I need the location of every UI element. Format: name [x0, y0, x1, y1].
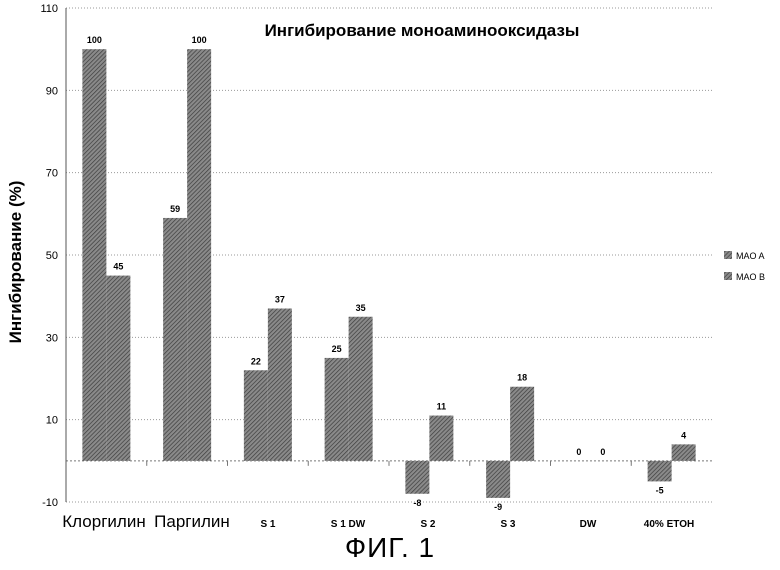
data-label: -5: [656, 485, 664, 495]
chart: -10 10 30 50 70 90 110 100 45 59 100 22 37 25 35 -8 11 -…: [0, 0, 780, 570]
gridlines: [66, 8, 712, 502]
data-label: 0: [576, 447, 581, 457]
bar-mao-b: [187, 49, 211, 461]
y-tick-label: 110: [40, 3, 58, 15]
y-tick-label: 70: [46, 168, 58, 180]
x-tick-label: 40% ETOH: [644, 519, 694, 530]
bar-mao-b: [106, 276, 130, 461]
x-tick-label: Клоргилин: [62, 512, 145, 531]
x-tick-label: DW: [580, 519, 597, 530]
x-tick-label: S 1 DW: [331, 519, 366, 530]
data-label: 59: [170, 204, 180, 214]
legend-label: MAO B: [736, 272, 765, 282]
bar-mao-b: [429, 416, 453, 461]
chart-title: Ингибирование моноаминооксидазы: [265, 21, 580, 40]
data-label: 0: [600, 447, 605, 457]
bar-mao-a: [82, 49, 106, 461]
y-axis-label: Ингибирование (%): [6, 181, 25, 344]
data-label: 22: [251, 356, 261, 366]
y-tick-label: 50: [46, 250, 58, 262]
data-label: 11: [437, 402, 447, 412]
data-label: 100: [87, 35, 102, 45]
figure-caption: ФИГ. 1: [0, 532, 780, 564]
bar-mao-a: [648, 461, 672, 482]
bar-mao-a: [325, 358, 349, 461]
y-tick-label: 10: [46, 415, 58, 427]
x-tick-label: S 3: [500, 519, 515, 530]
data-label: 100: [192, 35, 207, 45]
data-label: 25: [332, 344, 342, 354]
bar-mao-a: [163, 218, 187, 461]
x-tick-labels: Клоргилин Паргилин S 1 S 1 DW S 2 S 3 DW 40% ET…: [62, 512, 694, 531]
bar-mao-a: [244, 370, 268, 461]
data-label: 37: [275, 295, 285, 305]
y-tick-label: 90: [46, 85, 58, 97]
data-label: 45: [113, 262, 123, 272]
data-label: 4: [681, 430, 686, 440]
legend-swatch: [724, 251, 732, 259]
bar-mao-b: [672, 444, 696, 460]
bar-mao-b: [268, 309, 292, 461]
legend: MAO A MAO B: [724, 251, 765, 282]
bar-mao-a: [405, 461, 429, 494]
y-tick-labels: -10 10 30 50 70 90 110: [40, 3, 58, 509]
bar-mao-b: [510, 387, 534, 461]
data-label: -9: [494, 502, 502, 512]
bars: [82, 49, 695, 498]
data-label: 18: [517, 373, 527, 383]
data-label: 35: [356, 303, 366, 313]
x-tick-label: S 2: [420, 519, 435, 530]
legend-label: MAO A: [736, 251, 765, 261]
x-tick-label: Паргилин: [154, 512, 230, 531]
y-tick-label: 30: [46, 332, 58, 344]
bar-mao-a: [486, 461, 510, 498]
legend-swatch: [724, 272, 732, 280]
data-label: -8: [413, 498, 421, 508]
x-tick-label: S 1: [260, 519, 275, 530]
y-tick-label: -10: [42, 497, 58, 509]
bar-mao-b: [349, 317, 373, 461]
